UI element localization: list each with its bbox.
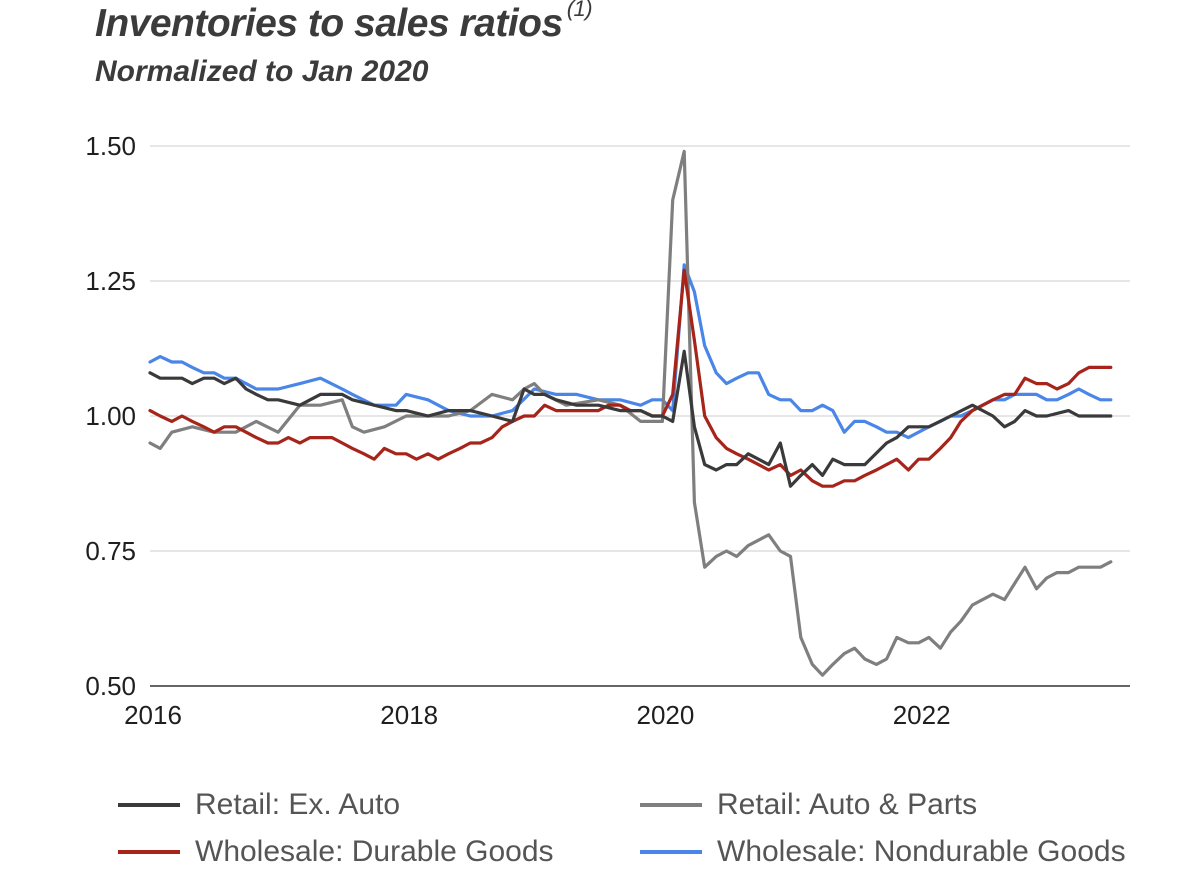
series-line-wholesale-durable-goods <box>148 268 1113 488</box>
legend-item-wholesale-durable: Wholesale: Durable Goods <box>118 835 554 869</box>
legend-label: Wholesale: Nondurable Goods <box>717 835 1126 868</box>
y-tick-label: 1.00 <box>85 401 136 431</box>
chart-title: Inventories to sales ratios (1) <box>95 0 593 46</box>
x-tick-label: 2020 <box>636 700 694 730</box>
legend-label: Retail: Ex. Auto <box>195 788 401 821</box>
y-tick-label: 1.50 <box>85 131 136 161</box>
axes: 0.50 0.75 1.00 1.25 1.50 2016 2018 2020 2022 <box>85 131 950 730</box>
legend-item-wholesale-nondurable: Wholesale: Nondurable Goods <box>640 835 1126 869</box>
series-lines <box>148 149 1113 677</box>
legend-item-retail-auto-parts: Retail: Auto & Parts <box>640 788 977 822</box>
series-line-retail-ex-auto <box>148 349 1113 488</box>
legend-swatch <box>640 803 702 807</box>
legend-swatch <box>640 850 702 854</box>
legend-swatch <box>118 803 180 807</box>
legend-swatch <box>118 850 180 854</box>
y-tick-label: 0.50 <box>85 671 136 701</box>
y-tick-label: 1.25 <box>85 266 136 296</box>
title-footnote-marker: (1) <box>566 0 593 21</box>
x-tick-label: 2016 <box>124 700 182 730</box>
legend-label: Retail: Auto & Parts <box>717 788 978 821</box>
chart-subtitle: Normalized to Jan 2020 <box>95 55 429 88</box>
series-line-retail-auto-parts <box>148 149 1113 677</box>
legend-item-retail-ex-auto: Retail: Ex. Auto <box>118 788 400 822</box>
gridlines <box>150 145 1130 687</box>
x-tick-label: 2022 <box>893 700 951 730</box>
y-tick-label: 0.75 <box>85 536 136 566</box>
legend-label: Wholesale: Durable Goods <box>195 835 554 868</box>
x-tick-label: 2018 <box>380 700 438 730</box>
